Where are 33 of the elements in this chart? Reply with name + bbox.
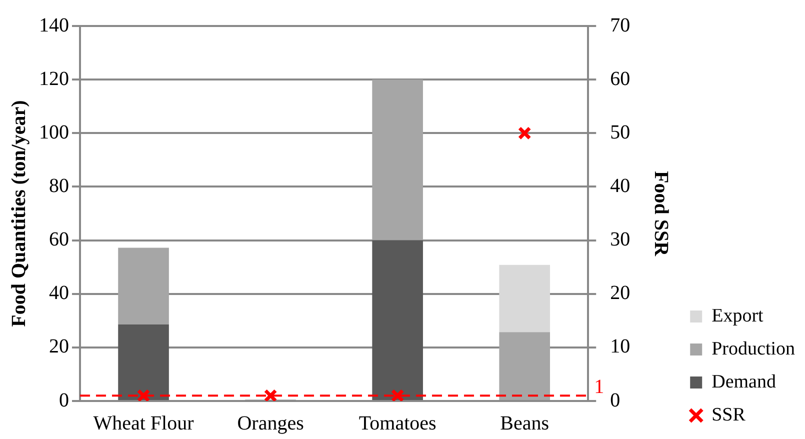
bar xyxy=(372,80,423,240)
y-axis-title: Food Quantities (ton/year) xyxy=(8,100,30,327)
y2-tick-label: 40 xyxy=(610,174,630,197)
y2-tick-label: 70 xyxy=(610,14,630,36)
x-tick-label: Beans xyxy=(500,412,550,434)
legend-label: Production xyxy=(712,338,796,360)
y-tick-label: 40 xyxy=(49,282,69,304)
y2-tick-label: 60 xyxy=(610,68,630,90)
bar xyxy=(499,332,550,400)
bar xyxy=(118,324,169,400)
legend-label: SSR xyxy=(712,404,746,426)
y-tick-label: 100 xyxy=(39,121,69,144)
x-tick-label: Wheat Flour xyxy=(93,412,194,434)
y2-tick-label: 0 xyxy=(610,389,620,412)
y2-tick-label: 10 xyxy=(610,336,630,358)
y-tick-label: 20 xyxy=(49,336,69,358)
x-tick-label: Tomatoes xyxy=(358,412,437,434)
legend-label: Export xyxy=(712,305,764,326)
bar xyxy=(499,264,550,332)
y-tick-label: 60 xyxy=(49,228,69,251)
y-tick-label: 120 xyxy=(39,68,69,90)
x-tick-label: Oranges xyxy=(237,412,304,434)
y-tick-label: 0 xyxy=(59,389,69,412)
y2-axis-title: Food SSR xyxy=(650,170,672,257)
bar xyxy=(372,240,423,400)
y2-tick-label: 20 xyxy=(610,282,630,304)
y2-tick-label: 30 xyxy=(610,228,630,251)
legend-label: Demand xyxy=(712,371,776,392)
ref-line-label: 1 xyxy=(594,376,604,398)
y2-tick-label: 50 xyxy=(610,121,630,144)
y-tick-label: 80 xyxy=(49,174,69,197)
y-tick-label: 140 xyxy=(39,14,69,36)
bar xyxy=(118,248,169,324)
